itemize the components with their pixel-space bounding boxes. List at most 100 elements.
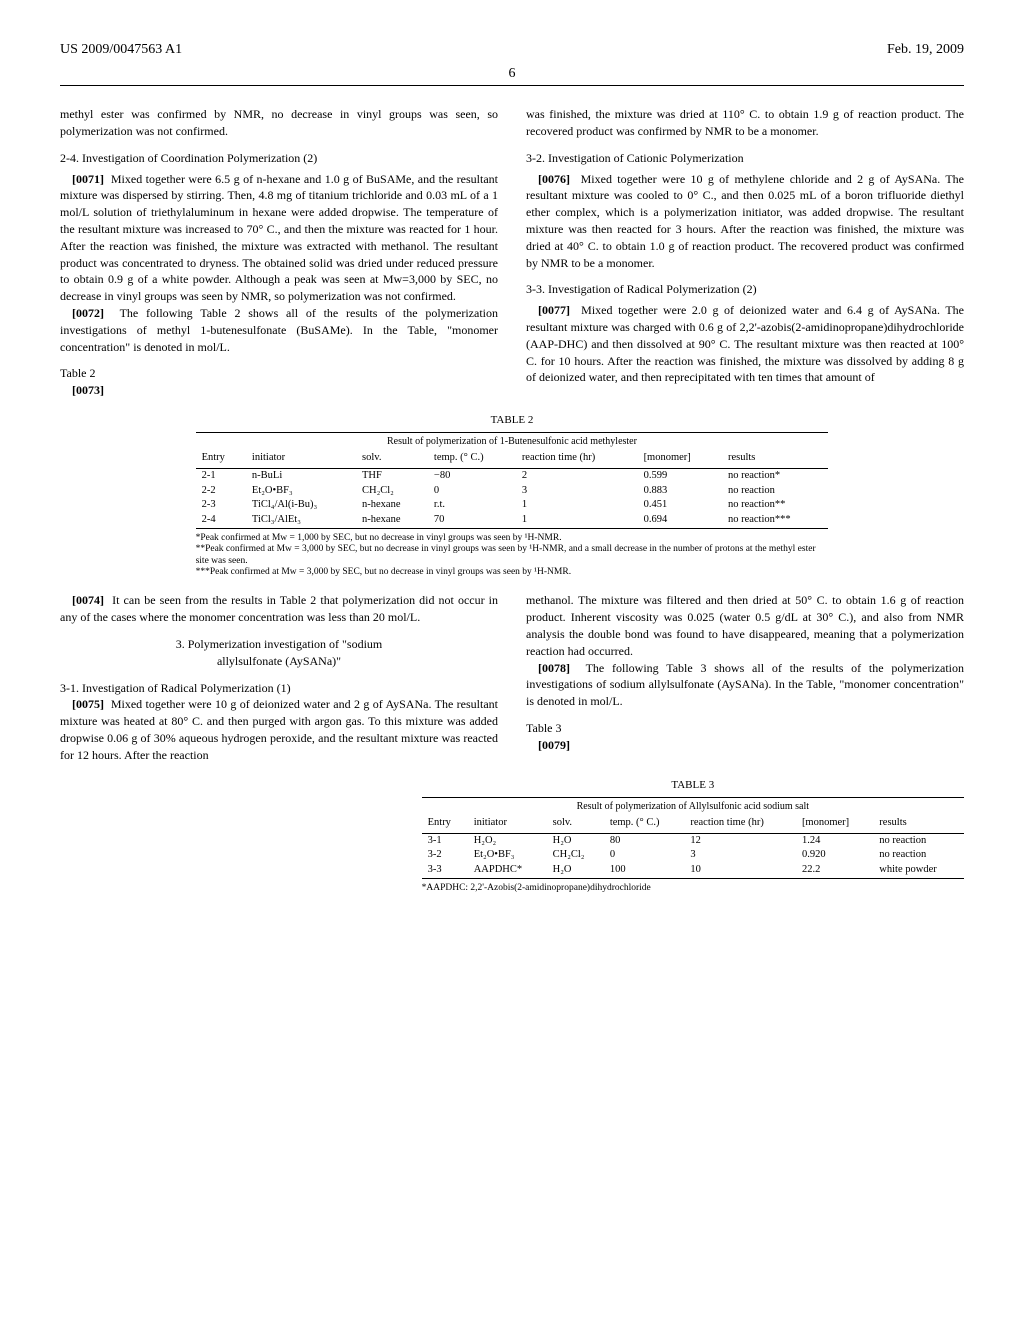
table-cell: 22.2 bbox=[796, 863, 873, 878]
sec-3-1-head: 3-1. Investigation of Radical Polymeriza… bbox=[60, 680, 498, 697]
table-cell: 0.599 bbox=[638, 469, 722, 484]
table-cell: 1.24 bbox=[796, 833, 873, 848]
table-cell: 2-3 bbox=[196, 498, 246, 513]
table-cell: THF bbox=[356, 469, 428, 484]
col-left-middle: [0074] It can be seen from the results i… bbox=[60, 592, 498, 763]
p0075: [0075] Mixed together were 10 g of deion… bbox=[60, 696, 498, 763]
p0078-num: [0078] bbox=[538, 661, 570, 675]
table-header-cell: temp. (° C.) bbox=[428, 449, 516, 468]
table-cell: 3 bbox=[684, 848, 796, 863]
p0075-num: [0075] bbox=[72, 697, 104, 711]
table-2: Entryinitiatorsolv.temp. (° C.)reaction … bbox=[196, 449, 829, 528]
p0075-text: Mixed together were 10 g of deionized wa… bbox=[60, 697, 498, 761]
table-cell: Et₂O•BF₃ bbox=[468, 848, 547, 863]
table-cell: no reaction bbox=[722, 484, 828, 499]
table-3-footnotes: *AAPDHC: 2,2'-Azobis(2-amidinopropane)di… bbox=[422, 883, 964, 894]
table-cell: 2-2 bbox=[196, 484, 246, 499]
table-header-cell: temp. (° C.) bbox=[604, 814, 685, 833]
table-cell: no reaction bbox=[873, 833, 964, 848]
t2-fn3: ***Peak confirmed at Mw = 3,000 by SEC, … bbox=[196, 567, 829, 578]
table-3-subtitle: Result of polymerization of Allylsulfoni… bbox=[422, 797, 964, 814]
table-cell: 1 bbox=[516, 498, 638, 513]
table-row: 2-1n-BuLiTHF−8020.599no reaction* bbox=[196, 469, 829, 484]
t2-fn1: *Peak confirmed at Mw = 1,000 by SEC, bu… bbox=[196, 533, 829, 544]
publication-date: Feb. 19, 2009 bbox=[887, 40, 964, 60]
p0072: [0072] The following Table 2 shows all o… bbox=[60, 305, 498, 355]
p0072-text: The following Table 2 shows all of the r… bbox=[60, 306, 498, 354]
sec-3-head-line2: allylsulfonate (AySANa)" bbox=[217, 654, 341, 668]
table2-label: Table 2 bbox=[60, 365, 498, 382]
col2-intro: was finished, the mixture was dried at 1… bbox=[526, 106, 964, 140]
p0076-num: [0076] bbox=[538, 172, 570, 186]
table-header-cell: reaction time (hr) bbox=[516, 449, 638, 468]
table-header-cell: reaction time (hr) bbox=[684, 814, 796, 833]
table-cell: −80 bbox=[428, 469, 516, 484]
table-header-cell: Entry bbox=[422, 814, 468, 833]
table-row: 3-2Et₂O•BF₃CH₂Cl₂030.920no reaction bbox=[422, 848, 964, 863]
t3-fn1: *AAPDHC: 2,2'-Azobis(2-amidinopropane)di… bbox=[422, 883, 964, 894]
table-cell: 2-4 bbox=[196, 513, 246, 528]
table-cell: 100 bbox=[604, 863, 685, 878]
col-left-upper: methyl ester was confirmed by NMR, no de… bbox=[60, 106, 498, 399]
table-cell: 1 bbox=[516, 513, 638, 528]
table-cell: 12 bbox=[684, 833, 796, 848]
table-3-caption: TABLE 3 bbox=[422, 778, 964, 793]
table-cell: 0.451 bbox=[638, 498, 722, 513]
table-cell: white powder bbox=[873, 863, 964, 878]
table-3: Entryinitiatorsolv.temp. (° C.)reaction … bbox=[422, 814, 964, 879]
table-cell: 0 bbox=[604, 848, 685, 863]
table-2-caption: TABLE 2 bbox=[196, 413, 829, 428]
p0071: [0071] Mixed together were 6.5 g of n-he… bbox=[60, 171, 498, 305]
middle-columns: [0074] It can be seen from the results i… bbox=[60, 592, 964, 763]
table-cell: no reaction*** bbox=[722, 513, 828, 528]
table-cell: 70 bbox=[428, 513, 516, 528]
sec-3-head: 3. Polymerization investigation of "sodi… bbox=[60, 636, 498, 670]
p0071-num: [0071] bbox=[72, 172, 104, 186]
table-cell: n-hexane bbox=[356, 498, 428, 513]
p0078: [0078] The following Table 3 shows all o… bbox=[526, 660, 964, 710]
table-cell: CH₂Cl₂ bbox=[547, 848, 604, 863]
p0078-text: The following Table 3 shows all of the r… bbox=[526, 661, 964, 709]
table-2-footnotes: *Peak confirmed at Mw = 1,000 by SEC, bu… bbox=[196, 533, 829, 579]
table-row: 3-1H₂O₂H₂O80121.24no reaction bbox=[422, 833, 964, 848]
table-cell: 3-1 bbox=[422, 833, 468, 848]
p0072-num: [0072] bbox=[72, 306, 104, 320]
p0071-text: Mixed together were 6.5 g of n-hexane an… bbox=[60, 172, 498, 304]
table-row: 3-3AAPDHC*H₂O1001022.2white powder bbox=[422, 863, 964, 878]
table-cell: no reaction bbox=[873, 848, 964, 863]
table-cell: 10 bbox=[684, 863, 796, 878]
p0073-num: [0073] bbox=[72, 383, 104, 397]
table-header-cell: Entry bbox=[196, 449, 246, 468]
table-cell: 0.883 bbox=[638, 484, 722, 499]
col-right-middle: methanol. The mixture was filtered and t… bbox=[526, 592, 964, 763]
upper-columns: methyl ester was confirmed by NMR, no de… bbox=[60, 106, 964, 399]
t2-fn2: **Peak confirmed at Mw = 3,000 by SEC, b… bbox=[196, 544, 829, 567]
table-cell: 0.920 bbox=[796, 848, 873, 863]
table-cell: n-hexane bbox=[356, 513, 428, 528]
table-cell: TiCl₄/Al(i-Bu)₃ bbox=[246, 498, 356, 513]
table-cell: r.t. bbox=[428, 498, 516, 513]
p0076-text: Mixed together were 10 g of methylene ch… bbox=[526, 172, 964, 270]
table-cell: no reaction* bbox=[722, 469, 828, 484]
table-2-wrap: TABLE 2 Result of polymerization of 1-Bu… bbox=[196, 413, 829, 578]
p0079-num: [0079] bbox=[538, 738, 570, 752]
patent-number: US 2009/0047563 A1 bbox=[60, 40, 182, 60]
p0079: [0079] bbox=[526, 737, 964, 754]
sec-2-4-head: 2-4. Investigation of Coordination Polym… bbox=[60, 150, 498, 167]
col-right-upper: was finished, the mixture was dried at 1… bbox=[526, 106, 964, 399]
table-cell: 3 bbox=[516, 484, 638, 499]
table-header-cell: results bbox=[722, 449, 828, 468]
table-cell: no reaction** bbox=[722, 498, 828, 513]
table-cell: CH₂Cl₂ bbox=[356, 484, 428, 499]
table-cell: 80 bbox=[604, 833, 685, 848]
table-header-cell: [monomer] bbox=[796, 814, 873, 833]
table-header-cell: solv. bbox=[547, 814, 604, 833]
table-header-cell: results bbox=[873, 814, 964, 833]
p0076: [0076] Mixed together were 10 g of methy… bbox=[526, 171, 964, 272]
table-header-cell: [monomer] bbox=[638, 449, 722, 468]
table-header-cell: solv. bbox=[356, 449, 428, 468]
header-rule bbox=[60, 85, 964, 86]
table-3-wrap: TABLE 3 Result of polymerization of Ally… bbox=[422, 778, 964, 895]
table-row: 2-4TiCl₃/AlEt₃n-hexane7010.694no reactio… bbox=[196, 513, 829, 528]
table-row: 2-2Et₂O•BF₃CH₂Cl₂030.883no reaction bbox=[196, 484, 829, 499]
